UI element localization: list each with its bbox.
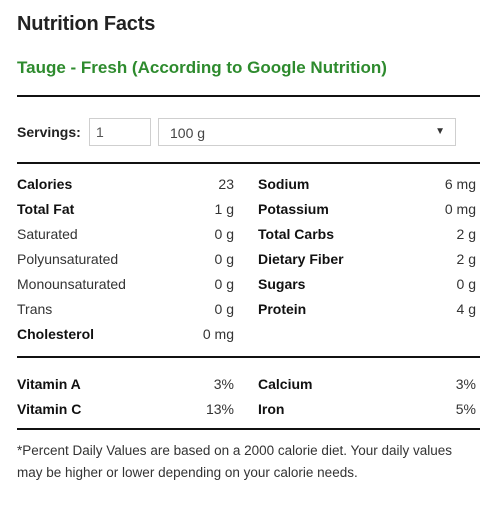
vitamin-value: 3% <box>213 376 234 392</box>
divider-vitamins <box>17 356 480 358</box>
nutrient-value: 0 g <box>456 276 476 292</box>
nutrient-value: 2 g <box>456 226 476 242</box>
nutrient-row-total-fat: Total Fat 1 g <box>17 199 234 219</box>
vitamin-value: 13% <box>205 401 234 417</box>
nutrient-label: Saturated <box>17 226 78 242</box>
nutrient-row-dietary-fiber: Dietary Fiber 2 g <box>258 249 476 269</box>
nutrient-label: Monounsaturated <box>17 276 126 292</box>
nutrient-row-monounsaturated: Monounsaturated 0 g <box>17 274 234 294</box>
nutrient-label: Total Carbs <box>258 226 334 242</box>
nutrient-row-cholesterol: Cholesterol 0 mg <box>17 324 234 344</box>
nutrient-label: Trans <box>17 301 53 317</box>
nutrient-value: 0 g <box>214 276 234 292</box>
nutrient-value: 6 mg <box>444 176 476 192</box>
mineral-value: 3% <box>455 376 476 392</box>
nutrient-label: Dietary Fiber <box>258 251 344 267</box>
nutrient-value: 2 g <box>456 251 476 267</box>
nutrient-value: 4 g <box>456 301 476 317</box>
daily-values-footnote: *Percent Daily Values are based on a 200… <box>17 443 453 480</box>
vitamin-label: Vitamin A <box>17 376 81 392</box>
divider-top <box>17 95 480 97</box>
food-name: Tauge - Fresh (According to Google Nutri… <box>17 58 387 77</box>
nutrient-label: Protein <box>258 301 307 317</box>
mineral-value: 5% <box>455 401 476 417</box>
serving-unit-value: 100 g <box>170 125 206 141</box>
mineral-row-calcium: Calcium 3% <box>258 374 476 394</box>
nutrient-label: Total Fat <box>17 201 75 217</box>
nutrient-label: Cholesterol <box>17 326 95 342</box>
nutrient-value: 1 g <box>214 201 234 217</box>
nutrient-value: 0 g <box>214 251 234 267</box>
divider-servings <box>17 162 480 164</box>
nutrient-row-polyunsaturated: Polyunsaturated 0 g <box>17 249 234 269</box>
nutrient-label: Potassium <box>258 201 329 217</box>
chevron-down-icon: ▼ <box>435 126 445 137</box>
mineral-label: Calcium <box>258 376 313 392</box>
nutrient-value: 23 <box>218 176 234 192</box>
nutrient-row-calories: Calories 23 <box>17 174 234 194</box>
divider-footnote <box>17 428 480 430</box>
vitamin-row-c: Vitamin C 13% <box>17 399 234 419</box>
nutrient-row-trans: Trans 0 g <box>17 299 234 319</box>
page-title: Nutrition Facts <box>17 13 156 35</box>
nutrient-row-sodium: Sodium 6 mg <box>258 174 476 194</box>
nutrient-label: Sugars <box>258 276 306 292</box>
nutrient-row-total-carbs: Total Carbs 2 g <box>258 224 476 244</box>
vitamin-row-a: Vitamin A 3% <box>17 374 234 394</box>
servings-amount-input[interactable] <box>89 118 151 146</box>
nutrient-value: 0 mg <box>444 201 476 217</box>
nutrient-row-protein: Protein 4 g <box>258 299 476 319</box>
nutrient-label: Calories <box>17 176 73 192</box>
nutrient-row-saturated: Saturated 0 g <box>17 224 234 244</box>
nutrient-row-sugars: Sugars 0 g <box>258 274 476 294</box>
nutrient-label: Polyunsaturated <box>17 251 119 267</box>
nutrient-value: 0 g <box>214 226 234 242</box>
serving-unit-select[interactable]: 100 g ▼ <box>158 118 456 146</box>
vitamin-label: Vitamin C <box>17 401 82 417</box>
mineral-label: Iron <box>258 401 285 417</box>
nutrient-row-potassium: Potassium 0 mg <box>258 199 476 219</box>
mineral-row-iron: Iron 5% <box>258 399 476 419</box>
servings-label: Servings: <box>17 124 81 140</box>
nutrient-value: 0 g <box>214 301 234 317</box>
nutrient-value: 0 mg <box>202 326 234 342</box>
nutrient-label: Sodium <box>258 176 310 192</box>
